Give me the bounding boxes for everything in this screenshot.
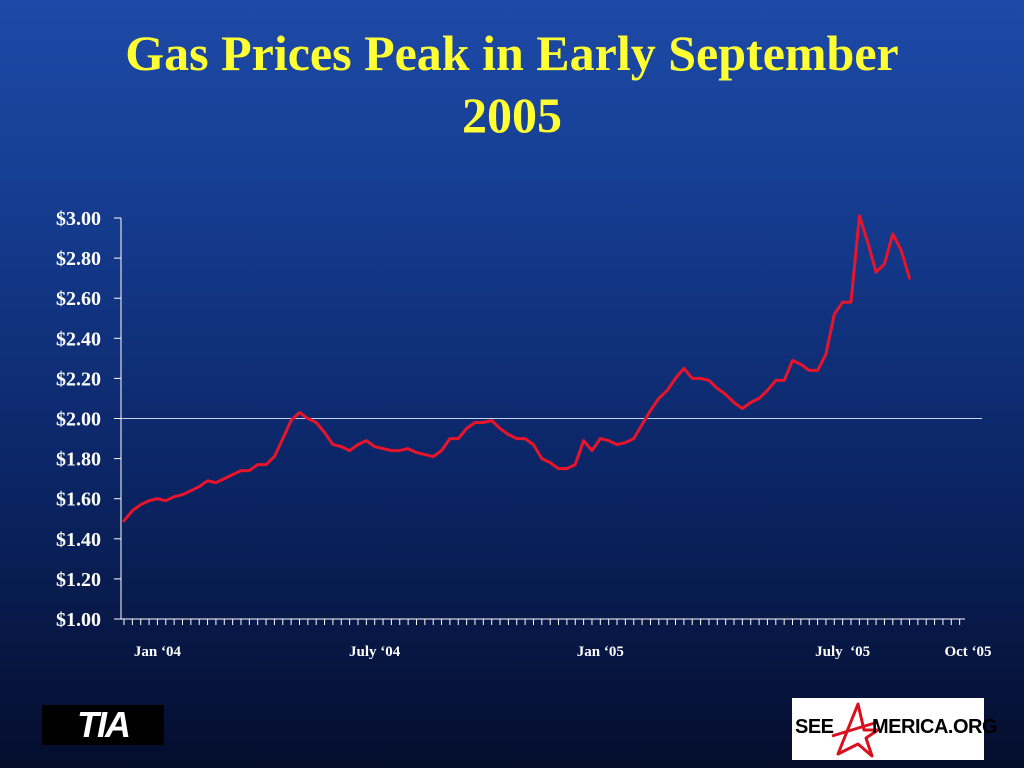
x-tick-label: July ‘05 <box>815 644 870 660</box>
y-tick-label: $1.80 <box>56 449 101 471</box>
see-america-logo: SEE MERICA.ORG <box>792 698 998 760</box>
y-tick-label: $2.60 <box>56 288 101 310</box>
y-tick-label: $1.00 <box>56 609 101 631</box>
y-tick-label: $2.00 <box>56 409 101 431</box>
y-tick-label: $1.40 <box>56 529 101 551</box>
y-tick-label: $1.20 <box>56 569 101 591</box>
tia-logo: TIA <box>42 704 164 745</box>
price-series-line <box>122 214 911 523</box>
x-tick-label: Oct ‘05 <box>944 644 991 660</box>
x-tick-label: Jan ‘04 <box>134 644 182 660</box>
slide-title: Gas Prices Peak in Early September 2005 <box>0 22 1024 146</box>
title-line-1: Gas Prices Peak in Early September <box>125 25 899 81</box>
y-tick-label: $1.60 <box>56 489 101 511</box>
y-tick-label: $2.40 <box>56 328 101 350</box>
tia-logo-text: TIA <box>77 704 131 745</box>
see-america-logo-text-left: SEE <box>795 716 834 738</box>
x-tick-label: July ‘04 <box>349 644 401 660</box>
star-a-icon <box>831 702 880 758</box>
see-america-logo-text-right: MERICA.ORG <box>872 716 998 738</box>
x-tick-label: Jan ‘05 <box>577 644 624 660</box>
y-tick-label: $2.20 <box>56 368 101 390</box>
y-tick-label: $2.80 <box>56 248 101 270</box>
title-line-2: 2005 <box>462 87 562 143</box>
y-tick-label: $3.00 <box>56 208 101 230</box>
